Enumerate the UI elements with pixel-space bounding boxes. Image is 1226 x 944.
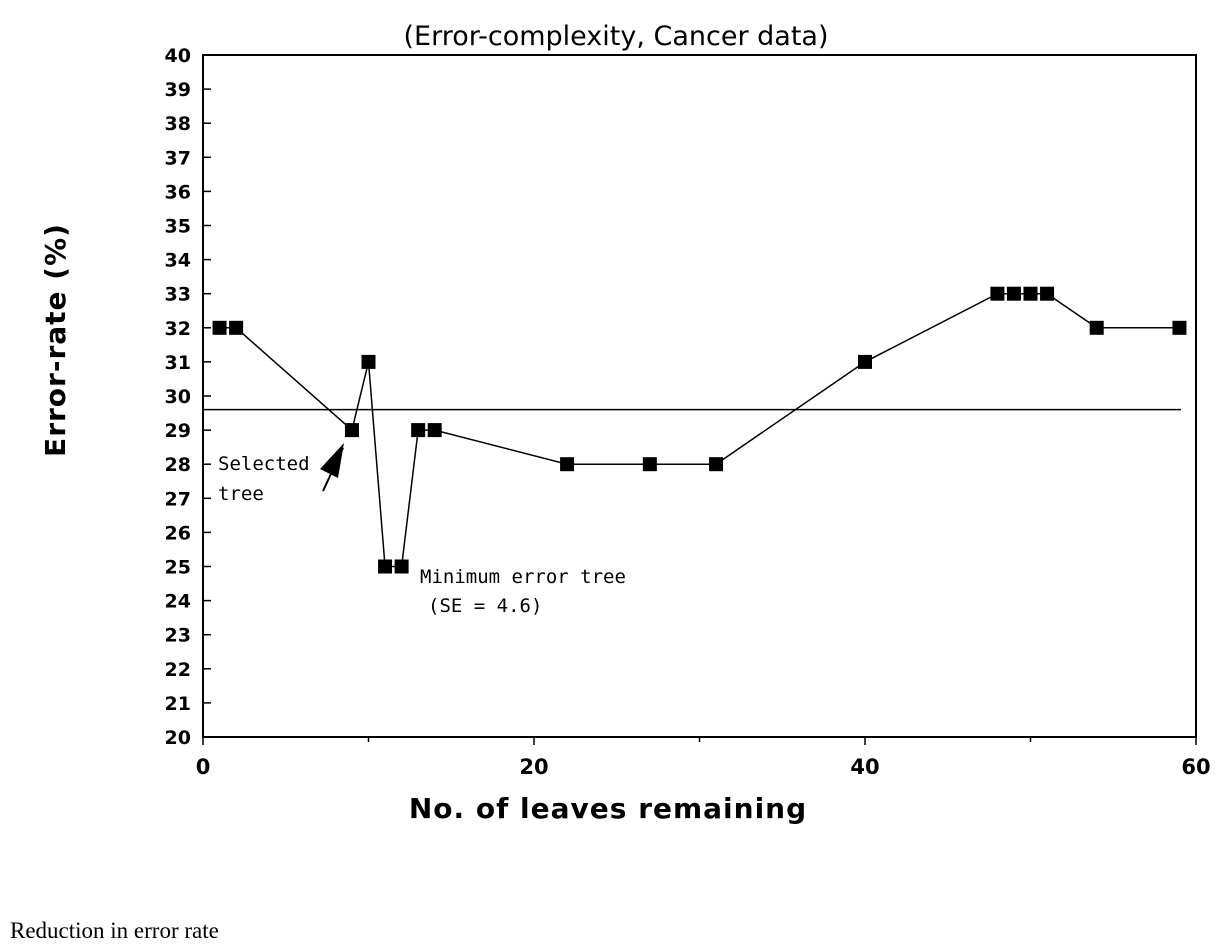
y-tick-label: 39 [165, 79, 191, 101]
series-line [219, 292, 1180, 568]
x-tick-label: 40 [850, 755, 879, 779]
y-tick-label: 38 [165, 113, 191, 135]
y-tick-label: 32 [165, 318, 191, 340]
y-tick-label: 35 [165, 216, 191, 238]
y-tick-label: 28 [165, 454, 191, 476]
y-tick-label: 40 [165, 45, 191, 67]
data-point [344, 423, 359, 438]
data-point [858, 354, 872, 369]
y-axis-label: Error-rate (%) [39, 223, 72, 457]
data-point [212, 320, 227, 335]
y-tick-label: 34 [165, 250, 191, 272]
plot-frame [202, 54, 1197, 738]
y-tick-label: 23 [165, 625, 191, 647]
y-tick-label: 22 [165, 659, 191, 681]
x-tick-label: 0 [196, 755, 211, 779]
x-tick-label: 60 [1181, 755, 1210, 779]
data-point [427, 423, 442, 438]
data-point [378, 559, 393, 574]
y-tick-label: 29 [165, 420, 191, 442]
x-axis: 0 20 40 60 [196, 737, 1211, 779]
annotation-minimum-line1: Minimum error tree [420, 566, 626, 588]
y-tick-label: 37 [165, 147, 191, 169]
y-tick-label: 20 [165, 727, 191, 749]
y-tick-label: 31 [165, 352, 191, 374]
data-point [709, 457, 724, 472]
x-axis-label: No. of leaves remaining [409, 792, 807, 825]
y-tick-label: 24 [165, 591, 191, 613]
data-point [411, 423, 426, 438]
data-point [1172, 320, 1187, 335]
data-point [229, 320, 244, 335]
annotation-selected-line2: tree [218, 483, 264, 505]
chart-title: (Error-complexity, Cancer data) [403, 21, 828, 52]
y-tick-label: 26 [165, 522, 191, 544]
data-point [1089, 320, 1104, 335]
y-tick-label: 33 [165, 284, 191, 306]
data-point [394, 559, 409, 574]
annotation-selected-line1: Selected [218, 453, 310, 475]
y-tick-label: 25 [165, 557, 191, 579]
annotation-minimum-line2: (SE = 4.6) [428, 595, 542, 617]
data-point [990, 286, 1005, 301]
y-axis: 20 21 22 23 24 25 26 27 28 29 30 31 32 33 34 35 36 37 38 39… [165, 45, 211, 749]
selected-tree-arrow [320, 443, 344, 492]
y-tick-label: 27 [165, 488, 191, 510]
data-point [560, 457, 575, 472]
x-tick-label: 20 [519, 755, 548, 779]
data-markers [212, 286, 1187, 574]
data-point [361, 354, 376, 369]
y-tick-label: 30 [165, 386, 191, 408]
y-tick-label: 21 [165, 693, 191, 715]
y-tick-label: 36 [165, 181, 191, 203]
data-point [642, 457, 657, 472]
data-point [1040, 286, 1055, 301]
data-point [1023, 286, 1038, 301]
data-point [1006, 286, 1021, 301]
footer-text: Reduction in error rate [10, 918, 219, 943]
